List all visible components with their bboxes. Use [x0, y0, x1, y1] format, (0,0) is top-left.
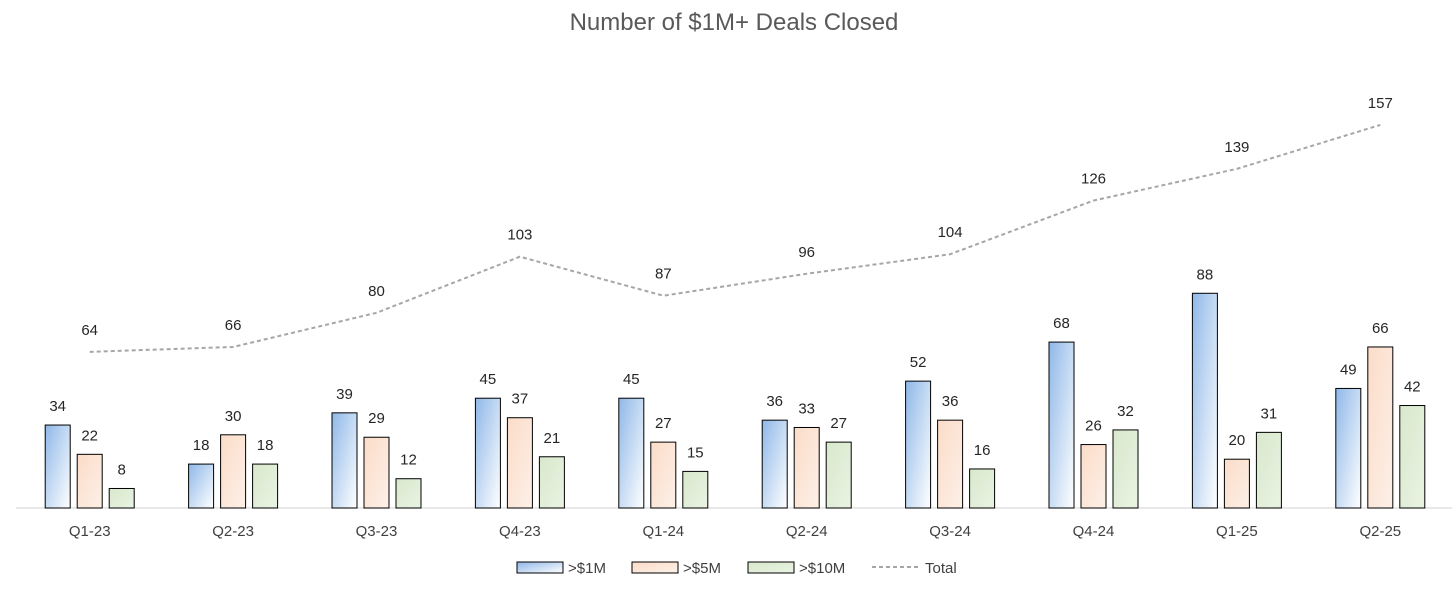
data-label: 26: [1085, 418, 1102, 435]
data-label: 49: [1340, 361, 1357, 378]
data-label: 45: [480, 371, 497, 388]
data-label: 22: [81, 427, 98, 444]
legend-item: Total: [872, 560, 957, 577]
bar-10m-q1-24: [682, 470, 709, 509]
bar-1m-q3-23: [331, 412, 358, 509]
bar-5m-q1-23: [76, 453, 103, 509]
data-label: 66: [1372, 320, 1389, 337]
bar-10m-q3-23: [395, 478, 422, 509]
total-data-label: 64: [81, 322, 98, 339]
data-label: 8: [118, 461, 126, 478]
plot-area: 34 22 8 Q1-23 18 30 18 Q2-23 39 29 12 Q3-23 45 37 21 Q4…: [16, 95, 1452, 540]
bar-1m-q4-23: [474, 397, 501, 509]
bar-5m-q2-23: [220, 434, 247, 509]
bar-1m-q1-23: [44, 424, 71, 509]
x-tick-label: Q3-24: [929, 523, 971, 540]
bar-10m-q2-23: [252, 463, 279, 509]
bar-5m-q1-25: [1223, 458, 1250, 509]
bar-10m-q1-23: [108, 487, 135, 509]
data-label: 68: [1053, 315, 1070, 332]
legend: >$1M >$5M >$10M Total: [516, 560, 957, 577]
x-tick-label: Q2-24: [786, 523, 828, 540]
bar-5m-q1-24: [650, 441, 677, 509]
data-label: 12: [400, 452, 417, 469]
bar-1m-q1-25: [1191, 292, 1218, 509]
data-label: 18: [193, 437, 210, 454]
bar-5m-q2-25: [1367, 346, 1394, 509]
data-label: 29: [368, 410, 385, 427]
data-label: 37: [512, 391, 529, 408]
x-tick-label: Q1-25: [1216, 523, 1258, 540]
total-data-label: 103: [507, 227, 532, 244]
x-tick-label: Q2-25: [1359, 523, 1401, 540]
data-label: 42: [1404, 379, 1421, 396]
data-label: 39: [336, 386, 353, 403]
x-tick-label: Q3-23: [356, 523, 398, 540]
chart-title: Number of $1M+ Deals Closed: [570, 9, 899, 36]
x-tick-label: Q1-23: [69, 523, 111, 540]
legend-label: >$1M: [568, 560, 606, 577]
bar-1m-q4-24: [1048, 341, 1075, 509]
data-label: 36: [942, 393, 959, 410]
data-label: 34: [49, 398, 66, 415]
bar-10m-q1-25: [1255, 431, 1282, 509]
data-label: 33: [798, 400, 815, 417]
bar-1m-q2-24: [761, 419, 788, 509]
legend-label: >$5M: [683, 560, 721, 577]
legend-swatch: [631, 561, 679, 574]
bar-10m-q3-24: [969, 468, 996, 509]
bar-5m-q4-23: [506, 417, 533, 509]
legend-item: >$5M: [631, 560, 721, 577]
legend-item: >$1M: [516, 560, 606, 577]
total-data-label: 139: [1224, 139, 1249, 156]
legend-swatch: [747, 561, 795, 574]
data-label: 88: [1197, 266, 1214, 283]
data-label: 36: [766, 393, 783, 410]
bar-1m-q2-23: [188, 463, 215, 509]
data-label: 15: [687, 444, 704, 461]
x-tick-label: Q1-24: [642, 523, 684, 540]
bar-10m-q2-24: [825, 441, 852, 509]
total-data-label: 126: [1081, 171, 1106, 188]
bar-5m-q4-24: [1080, 444, 1107, 509]
data-label: 30: [225, 408, 242, 425]
x-tick-label: Q2-23: [212, 523, 254, 540]
bar-5m-q2-24: [793, 426, 820, 509]
x-tick-label: Q4-24: [1073, 523, 1115, 540]
data-label: 18: [257, 437, 274, 454]
bar-1m-q2-25: [1335, 387, 1362, 509]
bar-5m-q3-24: [937, 419, 964, 509]
data-label: 16: [974, 442, 991, 459]
bar-10m-q4-24: [1112, 429, 1139, 509]
bar-10m-q4-23: [538, 456, 565, 509]
total-data-label: 87: [655, 266, 672, 283]
legend-label: >$10M: [799, 560, 845, 577]
data-label: 27: [830, 415, 847, 432]
line-total: [89, 123, 1381, 353]
total-data-label: 157: [1368, 95, 1393, 112]
data-label: 27: [655, 415, 672, 432]
data-label: 52: [910, 354, 927, 371]
total-data-label: 104: [938, 224, 963, 241]
data-label: 32: [1117, 403, 1134, 420]
total-data-label: 66: [225, 317, 242, 334]
legend-item: >$10M: [747, 560, 845, 577]
legend-label: Total: [925, 560, 957, 577]
data-label: 31: [1261, 405, 1278, 422]
data-label: 20: [1229, 432, 1246, 449]
data-label: 21: [544, 430, 561, 447]
total-data-label: 80: [368, 283, 385, 300]
data-label: 45: [623, 371, 640, 388]
bar-5m-q3-23: [363, 436, 390, 509]
legend-swatch: [516, 561, 564, 574]
bar-1m-q1-24: [618, 397, 645, 509]
x-tick-label: Q4-23: [499, 523, 541, 540]
total-data-label: 96: [798, 244, 815, 261]
bar-1m-q3-24: [905, 380, 932, 509]
bar-10m-q2-25: [1399, 405, 1426, 509]
